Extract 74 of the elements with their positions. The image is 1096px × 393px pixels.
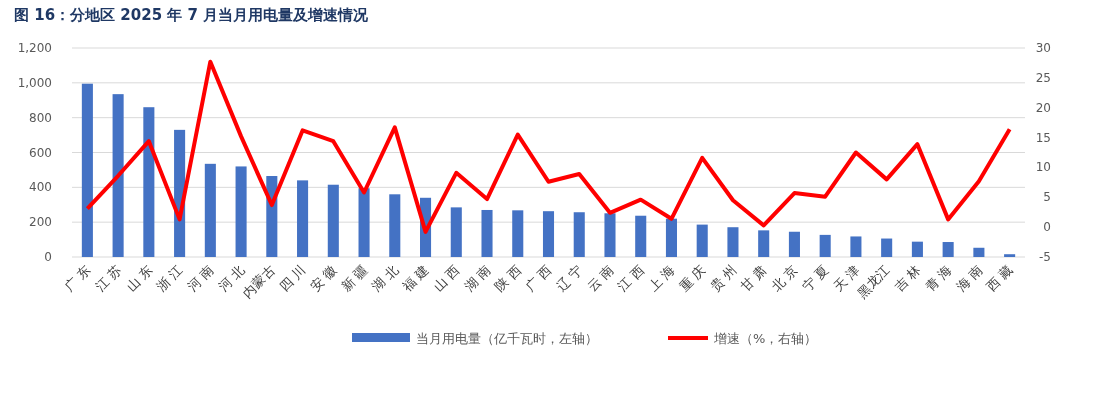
bar (850, 236, 862, 257)
x-tick-label: 上 海 (645, 262, 678, 295)
x-tick-label: 陕 西 (491, 262, 524, 295)
bar (881, 238, 893, 257)
x-tick-label: 江 西 (614, 262, 647, 295)
x-tick-label: 甘 肃 (737, 262, 770, 295)
x-tick-label: 广 东 (61, 262, 94, 295)
bar (727, 227, 739, 257)
legend-label: 当月用电量（亿千瓦时，左轴） (416, 331, 598, 346)
x-tick-label: 云 南 (584, 262, 617, 295)
x-tick-label: 湖 北 (368, 262, 401, 295)
x-tick-label: 贵 州 (707, 262, 740, 295)
x-tick-label: 宁 夏 (799, 262, 832, 295)
x-tick-label: 江 苏 (92, 262, 125, 295)
bar (389, 194, 401, 257)
line-series (85, 59, 1012, 234)
bar (604, 213, 616, 257)
bar (973, 247, 985, 257)
bar (635, 215, 647, 257)
y-tick-label: 0 (44, 250, 52, 264)
y-tick-label: 1,200 (17, 41, 52, 55)
x-tick-label: 北 京 (768, 262, 801, 295)
y2-tick-label: 30 (1035, 41, 1051, 55)
bar (819, 234, 831, 257)
x-tick-label: 四 川 (276, 262, 309, 295)
y2-tick-label: 10 (1035, 160, 1051, 175)
bar (512, 210, 524, 257)
legend-label: 增速（%，右轴） (713, 331, 818, 346)
x-tick-label: 广 西 (522, 262, 555, 295)
bar (327, 184, 339, 257)
x-tick-label: 山 东 (123, 262, 155, 295)
bar (542, 211, 555, 257)
x-tick-label: 安 徽 (307, 262, 340, 295)
chart-title: 图 16：分地区 2025 年 7 月当月用电量及增速情况 (14, 6, 370, 24)
x-tick-label: 福 建 (399, 262, 432, 295)
x-tick-label: 浙 江 (153, 262, 186, 295)
bar (696, 224, 708, 257)
y2-tick-label: 15 (1035, 130, 1051, 145)
y-tick-label: 800 (29, 110, 52, 125)
y2-tick-label: 25 (1035, 70, 1051, 85)
y2-tick-label: 5 (1043, 190, 1051, 205)
x-tick-label: 吉 林 (891, 262, 924, 295)
bar (204, 163, 216, 257)
bar (450, 207, 462, 257)
y-tick-label: 1,000 (17, 75, 52, 90)
bar (1004, 254, 1016, 257)
y-tick-label: 400 (29, 180, 52, 195)
bar (358, 188, 370, 257)
y-tick-label: 200 (29, 215, 52, 230)
bar (81, 83, 93, 257)
bar (665, 218, 677, 257)
bar (911, 241, 923, 257)
x-tick-label: 新 疆 (338, 262, 371, 295)
y2-tick-label: 0 (1043, 220, 1051, 235)
y2-tick-label: -5 (1039, 250, 1051, 264)
bar (788, 231, 800, 257)
bar (297, 180, 309, 257)
x-tick-label: 湖 南 (461, 262, 494, 295)
bar (235, 166, 247, 257)
x-tick-label: 西 藏 (983, 262, 1016, 295)
bar (143, 107, 155, 257)
x-tick-label: 重 庆 (676, 262, 709, 295)
bar (758, 230, 770, 257)
bar (942, 242, 954, 257)
x-tick-label: 辽 宁 (553, 262, 586, 295)
y2-tick-label: 20 (1035, 100, 1051, 115)
x-tick-label: 河 南 (184, 262, 217, 295)
bar (573, 212, 585, 257)
bar (481, 209, 493, 257)
y-tick-label: 600 (29, 145, 52, 160)
x-tick-label: 青 海 (922, 262, 955, 295)
x-tick-label: 山 西 (430, 262, 463, 295)
bar (112, 94, 124, 257)
x-tick-label: 海 南 (953, 262, 986, 295)
